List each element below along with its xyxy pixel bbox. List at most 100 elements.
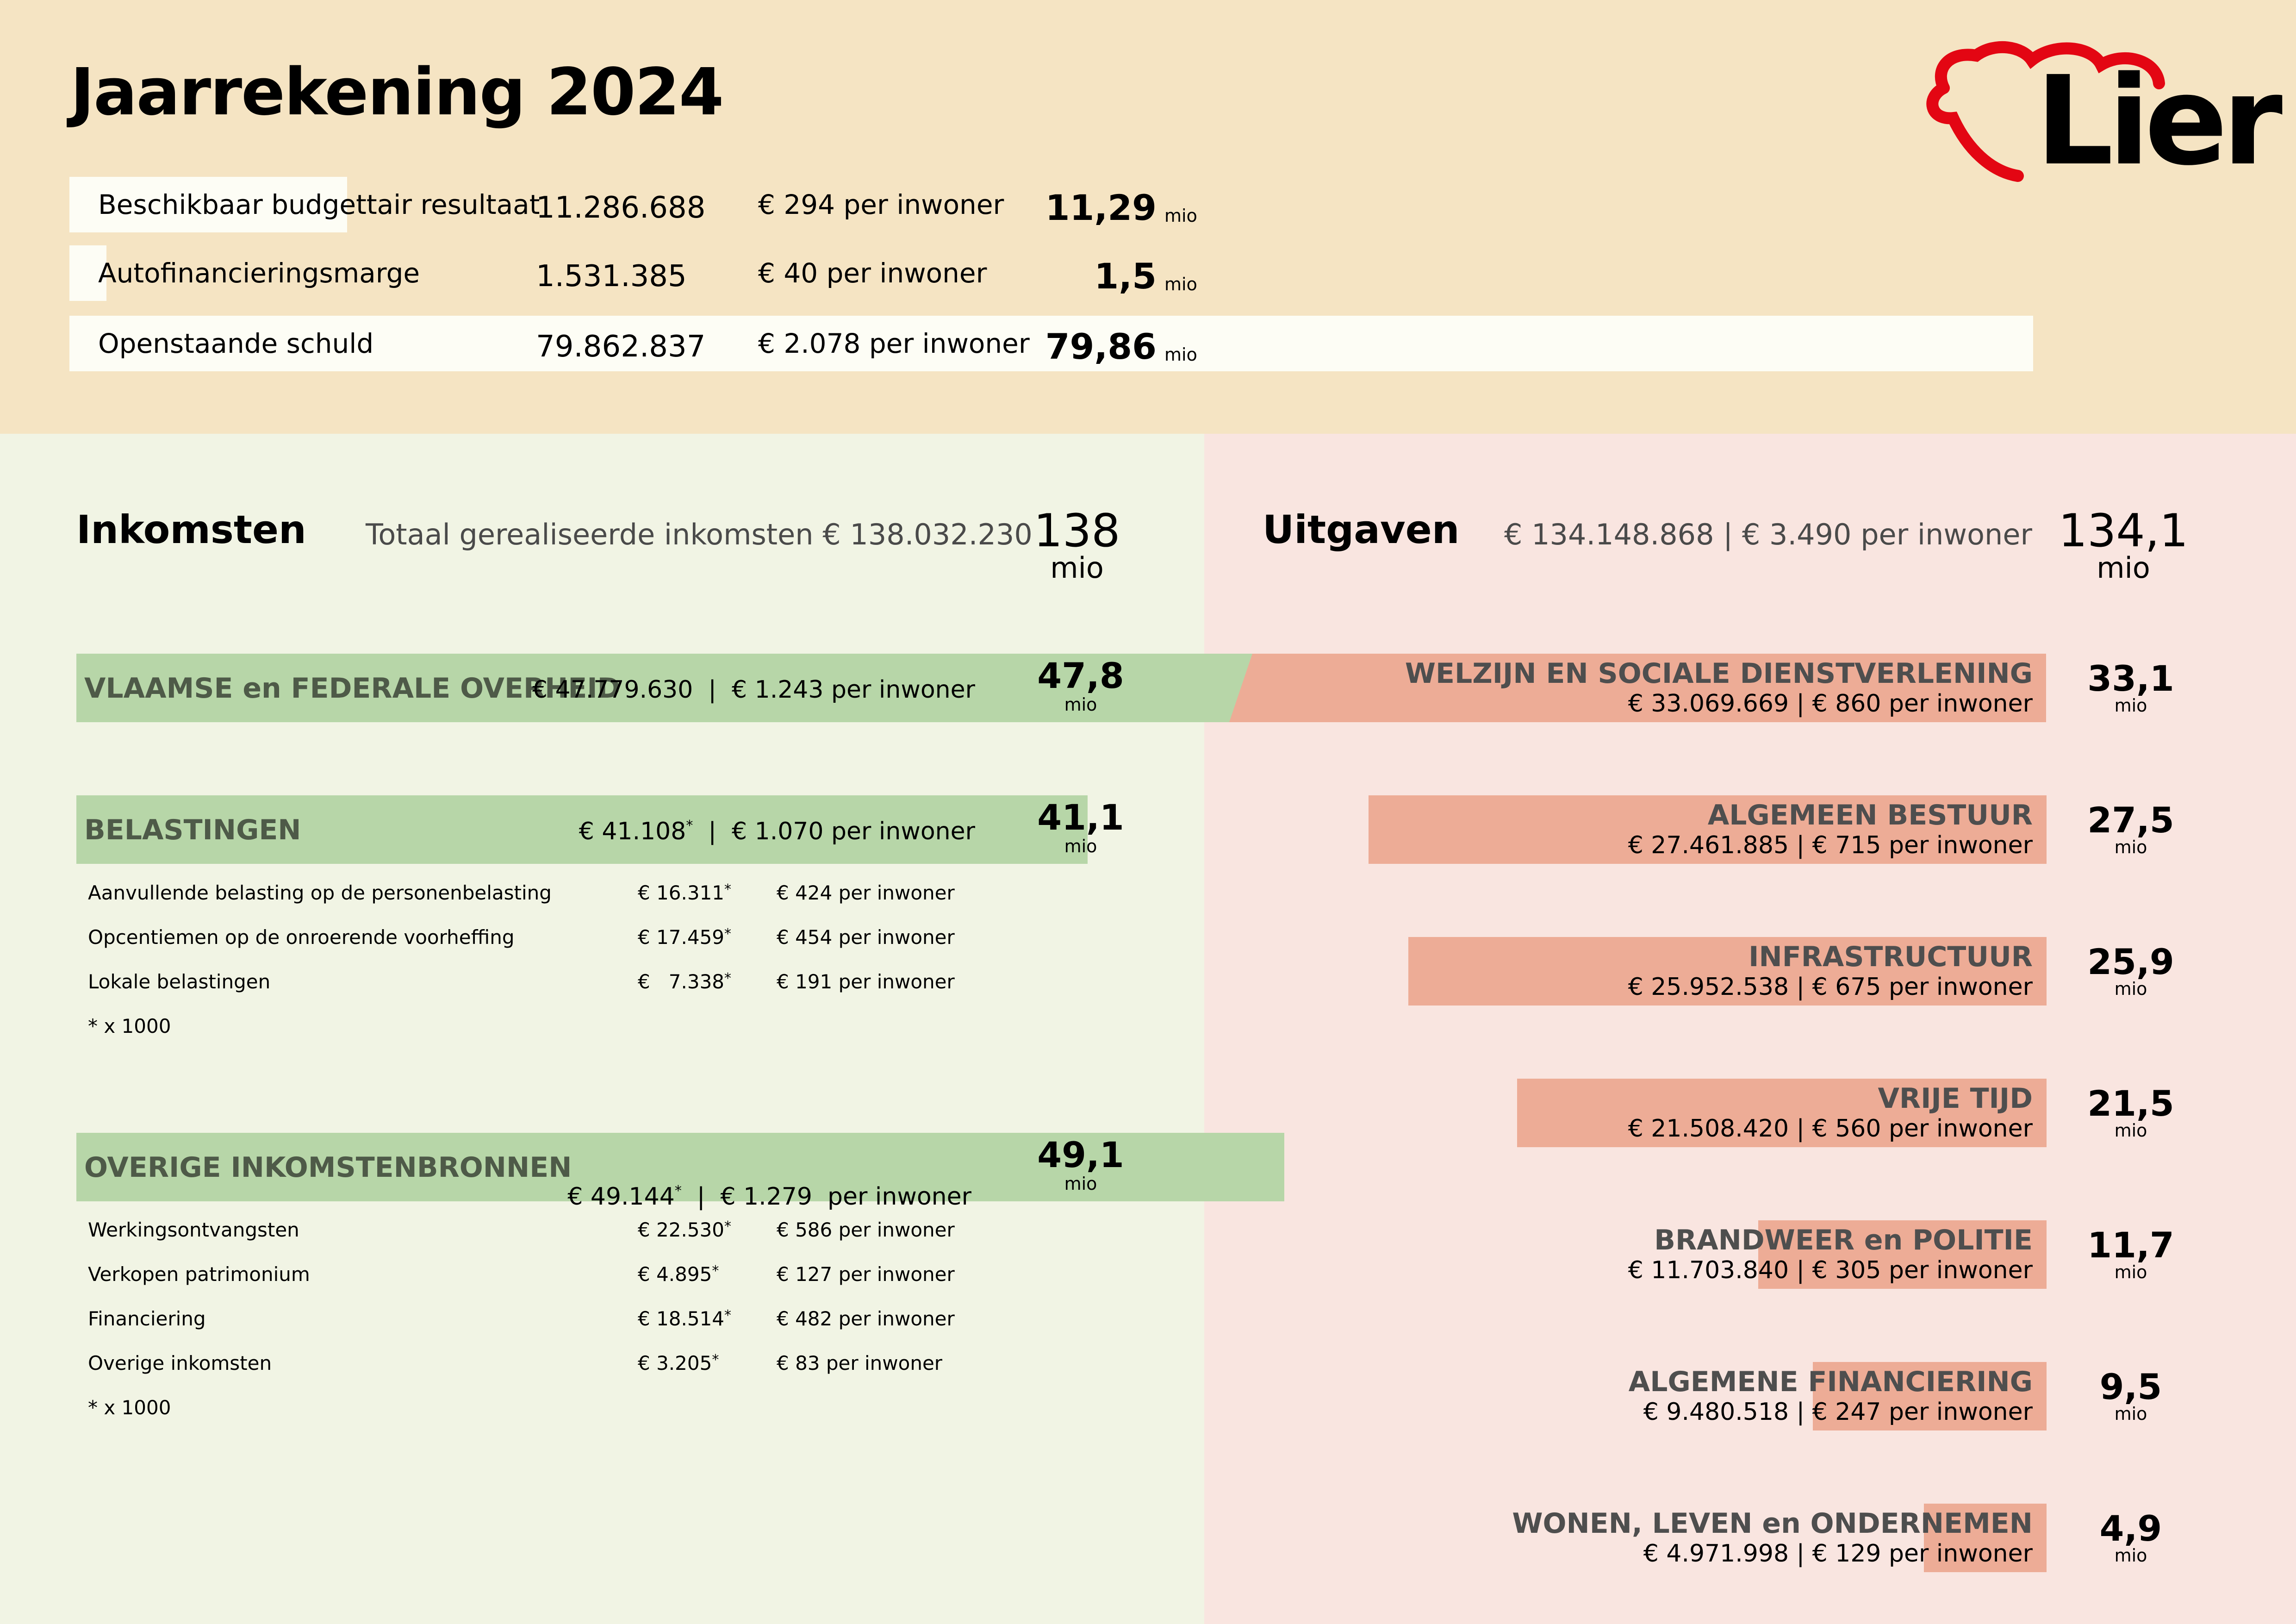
inkomsten-row-amount: € 47.779.630 bbox=[532, 676, 693, 704]
kpi-label: Beschikbaar budgettair resultaat bbox=[98, 189, 540, 220]
kpi-amount: 1.531.385 bbox=[536, 259, 687, 294]
uitgaven-row-label: INFRASTRUCTUUR bbox=[1748, 941, 2033, 973]
uitgaven-row-label: WELZIJN EN SOCIALE DIENSTVERLENING bbox=[1405, 657, 2033, 690]
uitgaven-row-detail: € 9.480.518 | € 247 per inwoner bbox=[1643, 1398, 2033, 1426]
uitgaven-title: Uitgaven bbox=[1263, 507, 1460, 552]
detail-amount: € 16.311* bbox=[638, 881, 732, 904]
uitgaven-row-big-value: 21,5 bbox=[2087, 1083, 2174, 1124]
kpi-big-value: 11,29 bbox=[1045, 187, 1157, 228]
kpi-bar bbox=[69, 245, 106, 301]
uitgaven-row-big-value: 4,9 bbox=[2099, 1508, 2162, 1549]
kpi-label: Autofinancieringsmarge bbox=[98, 257, 420, 289]
inkomsten-row-detail: € 47.779.630 | € 1.243 per inwoner bbox=[532, 676, 975, 704]
kpi-row: Beschikbaar budgettair resultaat 11.286.… bbox=[0, 177, 2296, 232]
detail-label: Financiering bbox=[88, 1307, 206, 1330]
detail-amount: € 7.338* bbox=[638, 970, 732, 993]
footnote-mark: * bbox=[724, 1218, 732, 1235]
detail-label: Werkingsontvangsten bbox=[88, 1218, 299, 1241]
detail-per-inwoner: € 586 per inwoner bbox=[777, 1218, 955, 1241]
detail-amount: € 22.530* bbox=[638, 1218, 732, 1241]
detail-per-inwoner: € 83 per inwoner bbox=[777, 1352, 943, 1374]
uitgaven-row-detail: € 4.971.998 | € 129 per inwoner bbox=[1643, 1540, 2033, 1568]
uitgaven-row-big-value: 27,5 bbox=[2087, 800, 2174, 841]
uitgaven-row-big-value: 25,9 bbox=[2087, 941, 2174, 982]
inkomsten-big-value: 138 bbox=[1033, 505, 1120, 557]
detail-label: Verkopen patrimonium bbox=[88, 1263, 310, 1286]
uitgaven-row-detail: € 25.952.538 | € 675 per inwoner bbox=[1628, 973, 2033, 1001]
detail-label: Opcentiemen op de onroerende voorheffing bbox=[88, 926, 515, 949]
uitgaven-row-detail: € 11.703.840 | € 305 per inwoner bbox=[1628, 1256, 2033, 1284]
uitgaven-row-big-value: 9,5 bbox=[2099, 1366, 2162, 1407]
detail-per-inwoner: € 424 per inwoner bbox=[777, 881, 955, 904]
separator: | bbox=[708, 818, 716, 845]
inkomsten-bar-overheid bbox=[76, 654, 1257, 722]
inkomsten-row-big-value: 41,1 bbox=[1037, 797, 1124, 838]
inkomsten-row-detail: € 41.108* | € 1.070 per inwoner bbox=[579, 818, 975, 845]
uitgaven-total: € 134.148.868 | € 3.490 per inwoner bbox=[1504, 518, 2032, 551]
uitgaven-bar-wonen bbox=[1924, 1504, 2047, 1572]
uitgaven-row-unit: mio bbox=[2114, 837, 2147, 857]
uitgaven-bar-financiering bbox=[1813, 1362, 2047, 1430]
separator: | bbox=[708, 676, 716, 704]
inkomsten-row-label: OVERIGE INKOMSTENBRONNEN bbox=[84, 1151, 572, 1184]
uitgaven-bar-welzijn bbox=[1229, 654, 2046, 722]
uitgaven-row-unit: mio bbox=[2114, 1262, 2147, 1282]
uitgaven-row-unit: mio bbox=[2114, 1545, 2147, 1566]
footnote-mark: * bbox=[674, 1183, 682, 1199]
inkomsten-row-unit: mio bbox=[1064, 836, 1097, 856]
detail-amount: € 17.459* bbox=[638, 926, 732, 949]
uitgaven-unit: mio bbox=[2097, 551, 2150, 585]
inkomsten-row-per-inwoner: € 1.279 per inwoner bbox=[720, 1183, 971, 1211]
uitgaven-bar-bestuur bbox=[1369, 795, 2047, 864]
lier-sheep-icon bbox=[1926, 41, 2165, 182]
inkomsten-row-per-inwoner: € 1.243 per inwoner bbox=[732, 676, 975, 704]
detail-per-inwoner: € 454 per inwoner bbox=[777, 926, 955, 949]
uitgaven-panel bbox=[1204, 434, 2296, 1624]
footnote-mark: * bbox=[724, 970, 732, 987]
kpi-unit: mio bbox=[1164, 206, 1197, 226]
kpi-big-value: 1,5 bbox=[1094, 256, 1157, 297]
page-title: Jaarrekening 2024 bbox=[70, 55, 724, 130]
kpi-amount: 11.286.688 bbox=[536, 191, 706, 225]
lier-logo: Lier bbox=[1916, 32, 2283, 194]
detail-per-inwoner: € 191 per inwoner bbox=[777, 970, 955, 993]
uitgaven-row-big-value: 33,1 bbox=[2087, 658, 2174, 699]
kpi-per-inwoner: € 2.078 per inwoner bbox=[758, 328, 1030, 359]
kpi-row: Autofinancieringsmarge 1.531.385 € 40 pe… bbox=[0, 245, 2296, 301]
inkomsten-row-amount: € 41.108 bbox=[579, 818, 686, 845]
uitgaven-row-big-value: 11,7 bbox=[2087, 1224, 2174, 1266]
footnote-mark: * bbox=[686, 818, 693, 834]
kpi-row: Openstaande schuld 79.862.837 € 2.078 pe… bbox=[0, 316, 2296, 371]
inkomsten-row-big-value: 49,1 bbox=[1037, 1134, 1124, 1175]
uitgaven-bar-vrije-tijd bbox=[1517, 1079, 2047, 1147]
inkomsten-row-unit: mio bbox=[1064, 1174, 1097, 1194]
kpi-bar bbox=[69, 316, 2033, 371]
separator: | bbox=[697, 1183, 705, 1211]
inkomsten-row-amount: € 49.144 bbox=[567, 1183, 675, 1211]
uitgaven-row-label: ALGEMEEN BESTUUR bbox=[1707, 799, 2033, 831]
inkomsten-bar-overige bbox=[76, 1133, 1284, 1201]
kpi-unit: mio bbox=[1164, 274, 1197, 294]
footnote: * x 1000 bbox=[88, 1015, 171, 1037]
kpi-per-inwoner: € 294 per inwoner bbox=[758, 189, 1004, 220]
footnote-mark: * bbox=[724, 926, 732, 942]
detail-amount: € 18.514* bbox=[638, 1307, 732, 1330]
uitgaven-row-unit: mio bbox=[2114, 695, 2147, 716]
footnote-mark: * bbox=[712, 1263, 719, 1279]
kpi-bar bbox=[69, 177, 347, 232]
inkomsten-row-label: VLAAMSE en FEDERALE OVERHEID bbox=[84, 672, 621, 705]
uitgaven-row-detail: € 21.508.420 | € 560 per inwoner bbox=[1628, 1115, 2033, 1143]
kpi-per-inwoner: € 40 per inwoner bbox=[758, 257, 987, 289]
kpi-unit: mio bbox=[1164, 344, 1197, 365]
footnote-mark: * bbox=[724, 881, 732, 898]
detail-label: Lokale belastingen bbox=[88, 970, 271, 993]
footnote-mark: * bbox=[724, 1307, 732, 1324]
inkomsten-row-unit: mio bbox=[1064, 694, 1097, 715]
detail-per-inwoner: € 482 per inwoner bbox=[777, 1307, 955, 1330]
detail-amount: € 4.895* bbox=[638, 1263, 719, 1286]
uitgaven-bar-brandweer bbox=[1758, 1220, 2047, 1289]
footnote-mark: * bbox=[712, 1352, 719, 1368]
detail-per-inwoner: € 127 per inwoner bbox=[777, 1263, 955, 1286]
inkomsten-unit: mio bbox=[1050, 551, 1104, 585]
uitgaven-row-label: WONEN, LEVEN en ONDERNEMEN bbox=[1512, 1507, 2033, 1540]
